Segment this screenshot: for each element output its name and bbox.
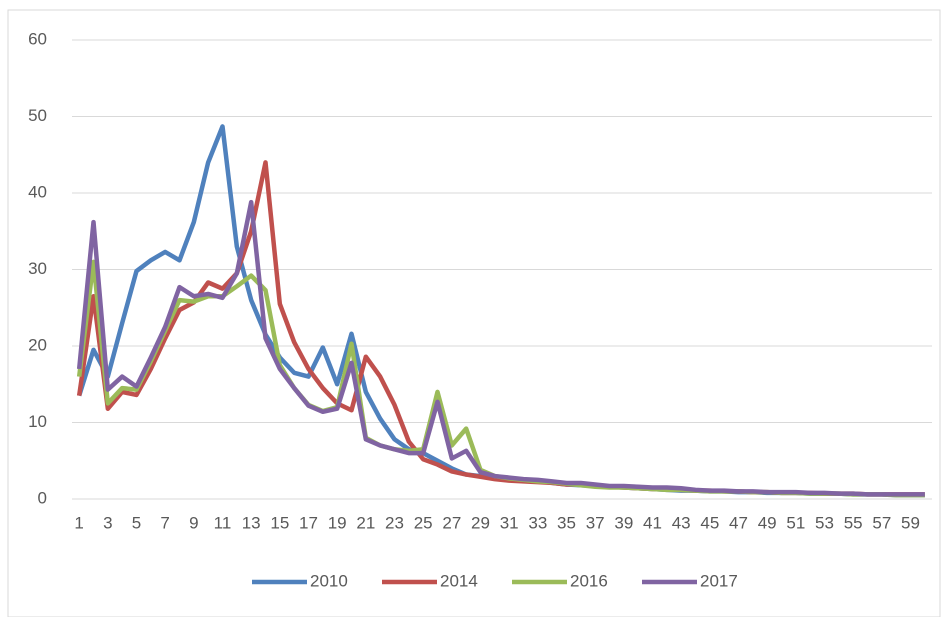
x-tick-label: 19: [328, 513, 347, 532]
x-tick-label: 11: [214, 513, 232, 532]
x-tick-label: 47: [729, 513, 748, 532]
x-tick-label: 51: [786, 513, 805, 532]
legend-label: 2014: [440, 571, 478, 590]
x-tick-label: 1: [74, 513, 83, 532]
x-tick-label: 23: [385, 513, 404, 532]
x-tick-label: 7: [160, 513, 169, 532]
legend-label: 2017: [700, 571, 738, 590]
legend-label: 2016: [570, 571, 608, 590]
y-tick-label: 60: [28, 29, 47, 48]
x-tick-label: 21: [356, 513, 375, 532]
x-tick-label: 53: [815, 513, 834, 532]
x-tick-label: 37: [586, 513, 605, 532]
chart-frame: [7, 9, 941, 617]
x-tick-label: 15: [270, 513, 289, 532]
y-tick-label: 40: [28, 182, 47, 201]
series-line: [76, 199, 925, 497]
y-tick-label: 0: [38, 488, 47, 507]
legend-label: 2010: [310, 571, 348, 590]
x-tick-label: 45: [700, 513, 719, 532]
x-tick-label: 27: [442, 513, 461, 532]
y-tick-label: 50: [28, 106, 47, 125]
x-tick-label: 59: [901, 513, 920, 532]
y-tick-label: 10: [28, 412, 47, 431]
y-tick-label: 20: [28, 335, 47, 354]
x-tick-label: 5: [132, 513, 141, 532]
x-tick-label: 49: [758, 513, 777, 532]
x-tick-label: 39: [614, 513, 633, 532]
y-tick-label: 30: [28, 259, 47, 278]
x-tick-label: 55: [844, 513, 863, 532]
x-tick-label: 33: [528, 513, 547, 532]
x-tick-label: 57: [872, 513, 891, 532]
x-tick-label: 3: [103, 513, 112, 532]
x-tick-label: 17: [299, 513, 318, 532]
x-tick-label: 25: [414, 513, 433, 532]
x-tick-label: 9: [189, 513, 198, 532]
x-tick-label: 41: [643, 513, 662, 532]
x-tick-label: 35: [557, 513, 576, 532]
x-tick-label: 31: [500, 513, 519, 532]
x-tick-label: 13: [242, 513, 261, 532]
x-tick-label: 43: [672, 513, 691, 532]
x-tick-label: 29: [471, 513, 490, 532]
